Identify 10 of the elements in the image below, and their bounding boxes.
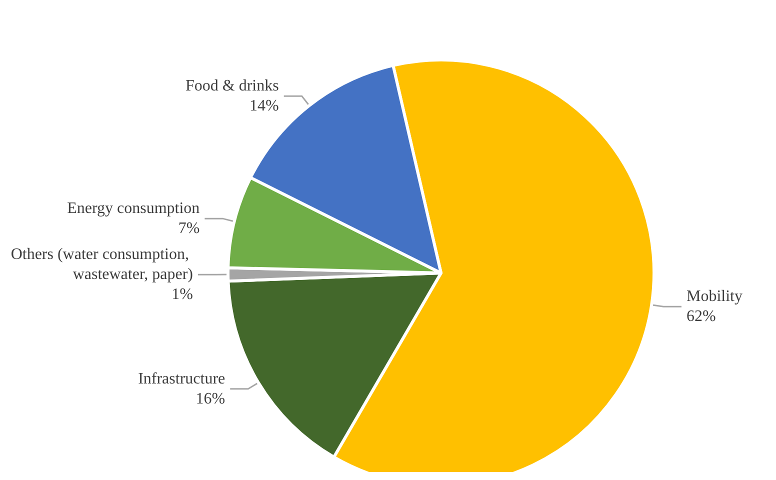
slice-label: Mobility: [686, 288, 742, 306]
slice-label: Others (water consumption, wastewater, paper): [10, 246, 194, 284]
slice-label: Energy consumption: [67, 200, 200, 218]
data-label: 62%: [686, 308, 716, 326]
data-label: 1%: [172, 286, 194, 304]
data-label: 14%: [250, 98, 279, 115]
data-label: 7%: [178, 220, 200, 238]
slice-label: Food & drinks: [186, 78, 279, 95]
data-label: 16%: [196, 390, 226, 408]
slice-label: Infrastructure: [138, 370, 226, 388]
